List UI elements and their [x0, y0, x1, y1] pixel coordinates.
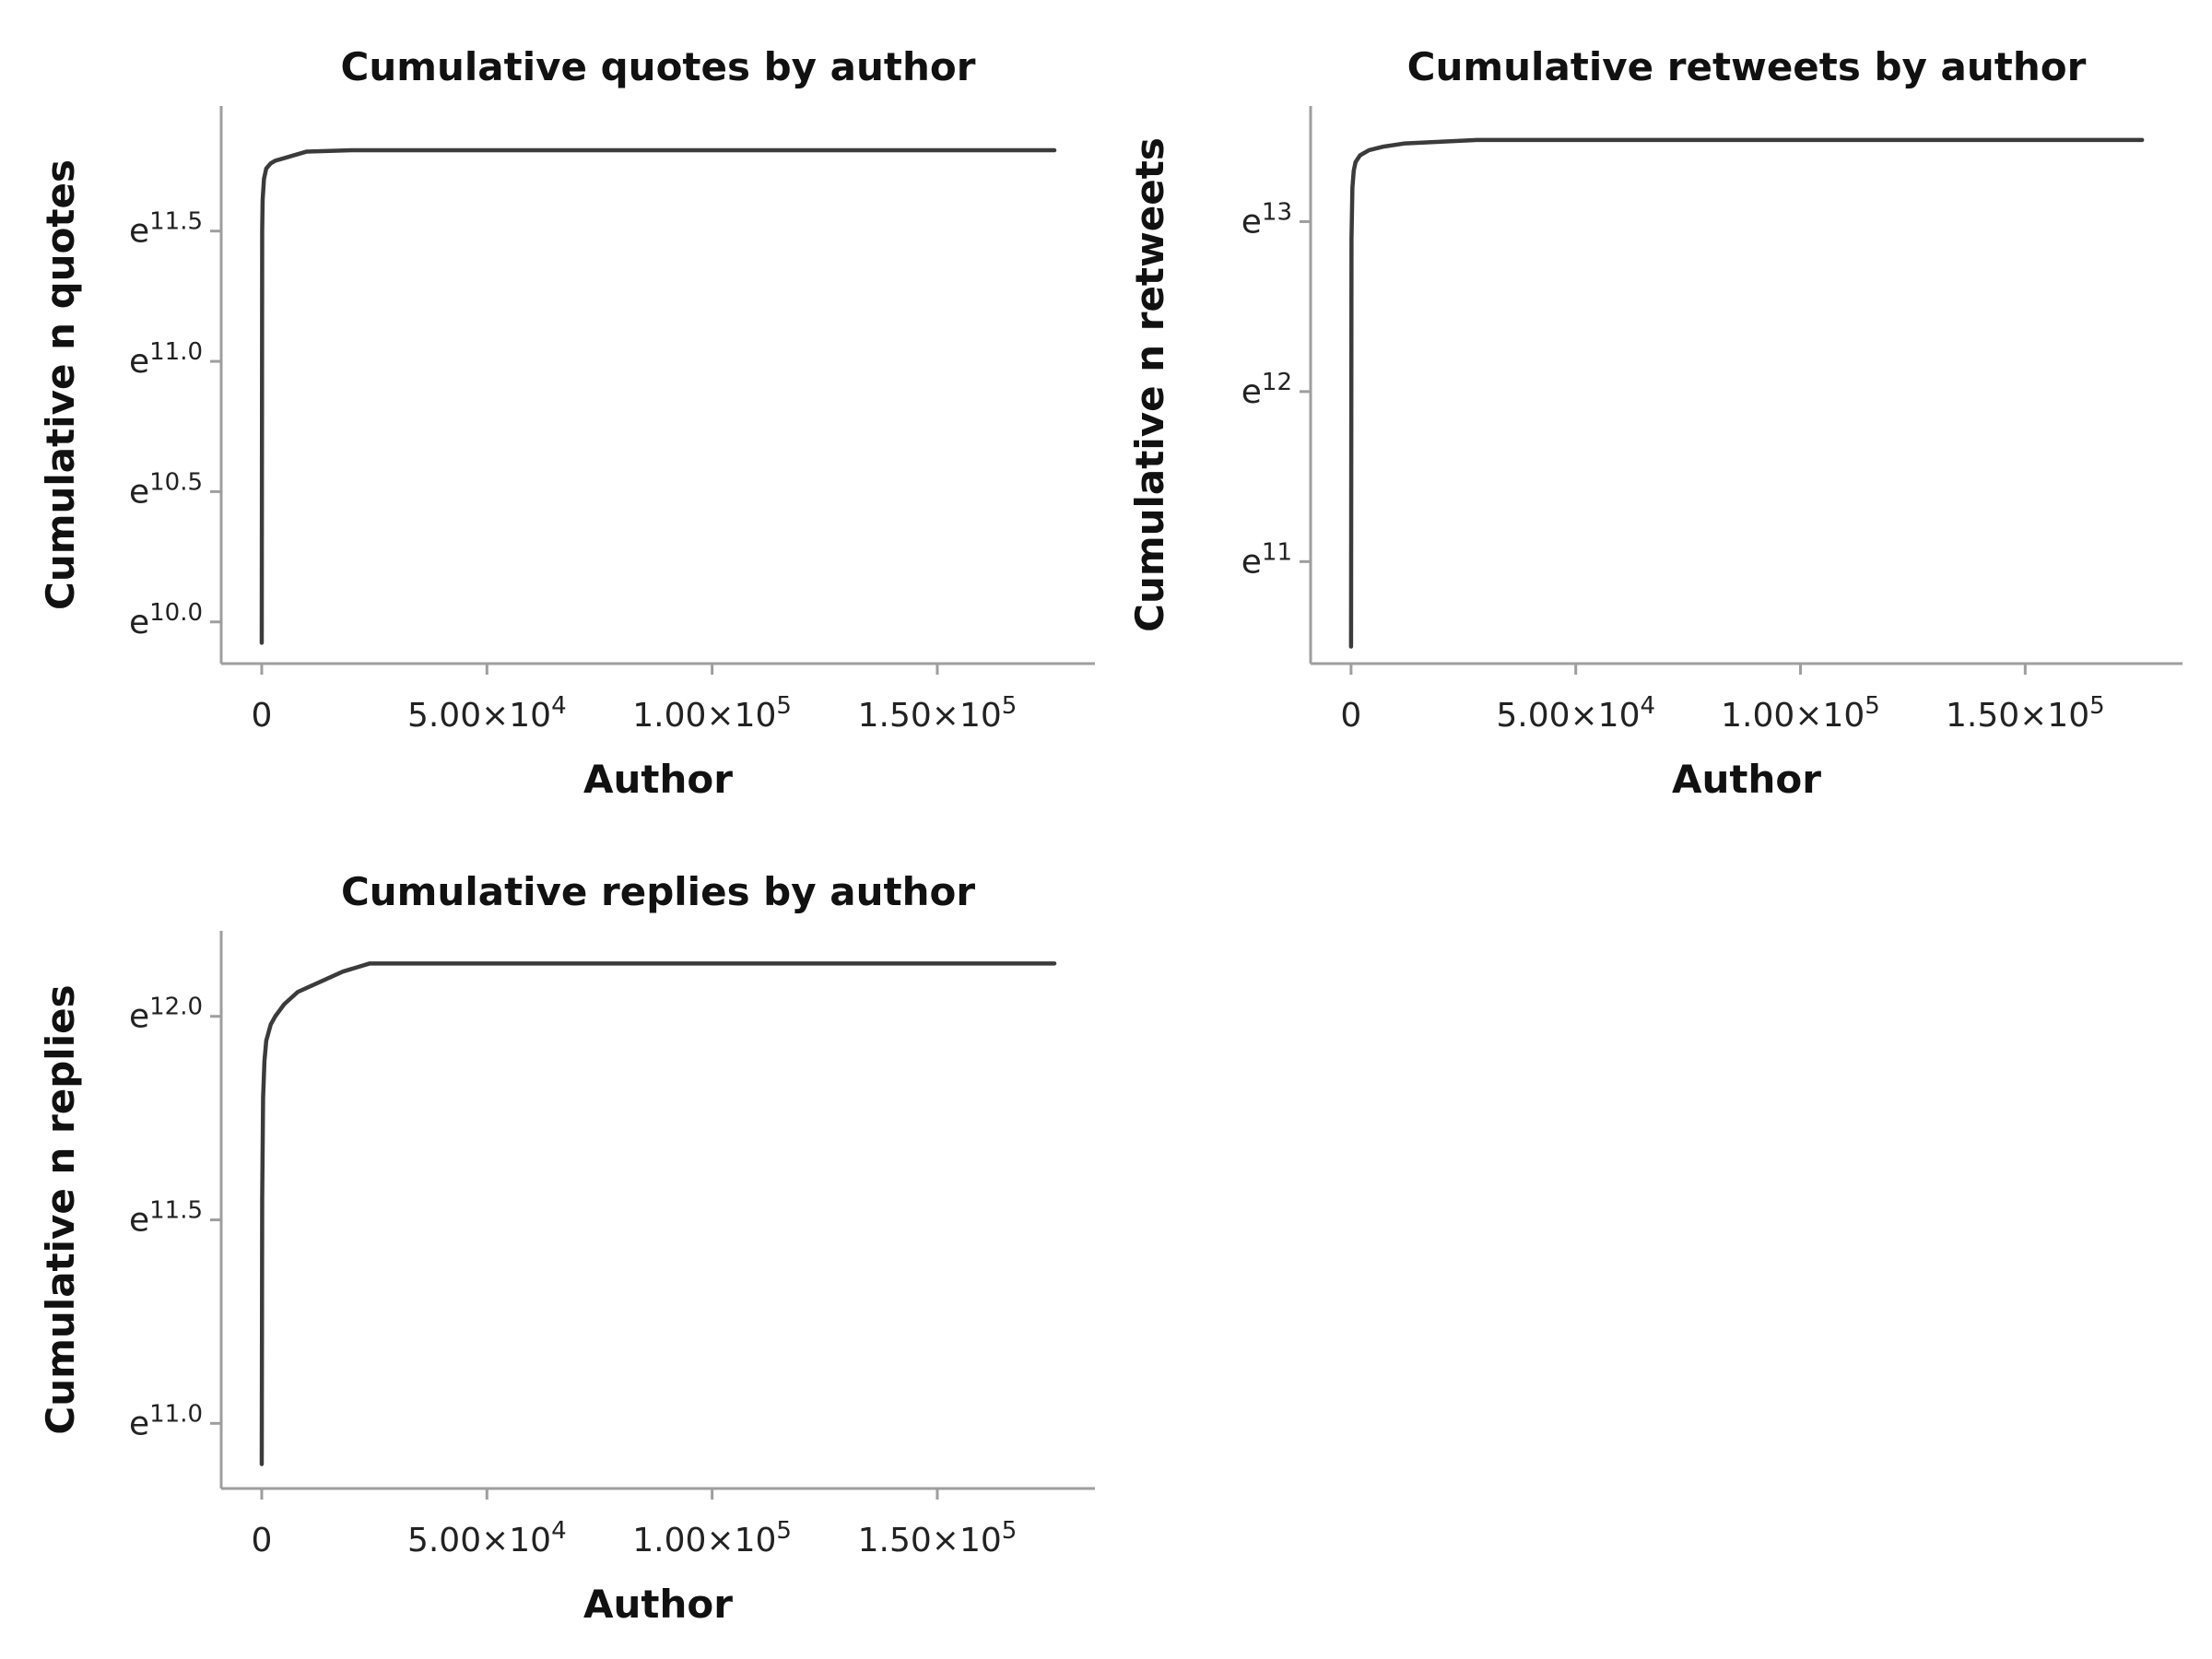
- chart-title: Cumulative retweets by author: [1407, 44, 2087, 89]
- x-tick-label: 5.00×104: [407, 1517, 567, 1559]
- x-tick-label: 5.00×104: [407, 692, 567, 735]
- y-axis-label: Cumulative n quotes: [38, 159, 83, 610]
- x-tick-label: 0: [1340, 697, 1361, 735]
- chart-panel-2: Cumulative retweets by author 0 5.00×104 1.…: [1127, 44, 2183, 802]
- x-tick-label: 1.00×105: [632, 692, 792, 735]
- y-tick-label: e12: [1241, 369, 1292, 411]
- x-axis-label: Author: [583, 1582, 733, 1627]
- x-tick-label: 1.00×105: [632, 1517, 792, 1559]
- series-line: [259, 961, 1057, 1466]
- y-tick-label: e11.0: [129, 1400, 203, 1442]
- y-tick-label: e11.5: [129, 1197, 203, 1240]
- y-tick-label: e12.0: [129, 994, 203, 1036]
- series-line: [1348, 137, 2145, 649]
- x-tick-label: 1.50×105: [858, 1517, 1018, 1559]
- x-axis-label: Author: [583, 757, 733, 802]
- y-tick-label: e13: [1241, 198, 1292, 241]
- x-tick-label: 0: [252, 697, 273, 735]
- series-line: [259, 147, 1057, 645]
- chart-title: Cumulative quotes by author: [341, 44, 976, 89]
- y-tick-label: e10.0: [129, 599, 203, 641]
- x-axis-label: Author: [1672, 757, 1821, 802]
- x-tick-label: 5.00×104: [1496, 692, 1655, 735]
- y-axis-label: Cumulative n retweets: [1127, 137, 1172, 632]
- y-tick-label: e11.5: [129, 208, 203, 251]
- y-tick-label: e10.5: [129, 468, 203, 511]
- chart-panel-3: Cumulative replies by author 0 5.00×104 1.0…: [38, 869, 1095, 1627]
- y-tick-label: e11.0: [129, 338, 203, 381]
- x-tick-label: 1.50×105: [1946, 692, 2105, 735]
- y-tick-label: e11: [1241, 538, 1292, 581]
- y-axis-label: Cumulative n replies: [38, 984, 83, 1434]
- x-tick-label: 0: [252, 1522, 273, 1559]
- x-tick-label: 1.00×105: [1721, 692, 1880, 735]
- chart-title: Cumulative replies by author: [341, 869, 975, 914]
- chart-panel-1: Cumulative quotes by author 0 5.00×104 1.00…: [38, 44, 1095, 802]
- x-tick-label: 1.50×105: [858, 692, 1018, 735]
